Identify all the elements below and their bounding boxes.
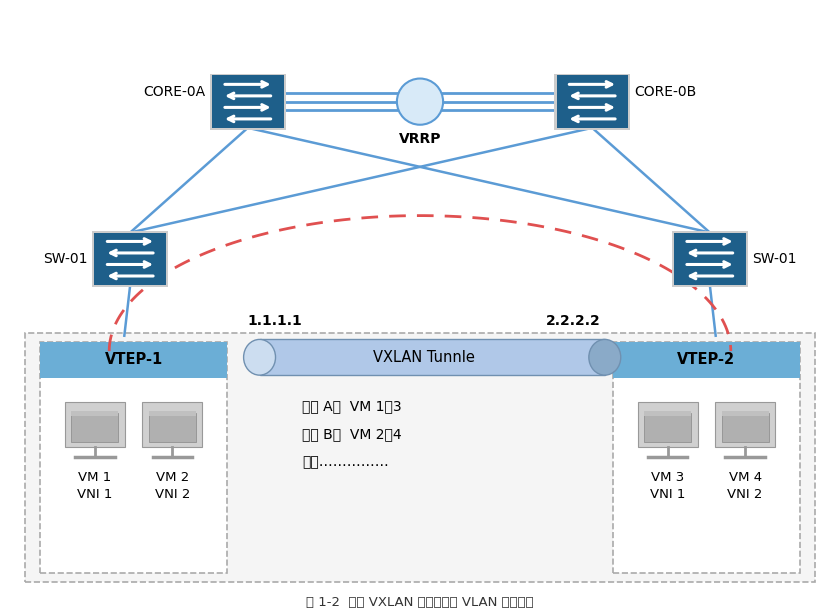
Ellipse shape — [397, 78, 444, 124]
FancyBboxPatch shape — [71, 411, 118, 416]
FancyBboxPatch shape — [672, 230, 748, 286]
FancyBboxPatch shape — [644, 413, 691, 442]
FancyBboxPatch shape — [65, 402, 125, 447]
FancyBboxPatch shape — [142, 402, 202, 447]
Text: VXLAN Tunnle: VXLAN Tunnle — [373, 350, 475, 365]
FancyBboxPatch shape — [149, 413, 196, 442]
Text: VNI 2: VNI 2 — [727, 488, 763, 501]
FancyBboxPatch shape — [613, 342, 800, 573]
FancyBboxPatch shape — [554, 74, 630, 129]
Text: VNI 2: VNI 2 — [155, 488, 190, 501]
FancyBboxPatch shape — [644, 411, 691, 416]
Text: VNI 1: VNI 1 — [650, 488, 685, 501]
FancyBboxPatch shape — [613, 342, 800, 378]
Text: VTEP-2: VTEP-2 — [677, 352, 736, 367]
FancyBboxPatch shape — [722, 413, 769, 442]
Text: VRRP: VRRP — [399, 132, 441, 147]
Ellipse shape — [244, 339, 276, 375]
Text: CORE-0B: CORE-0B — [635, 86, 697, 99]
Text: VM 3: VM 3 — [651, 471, 685, 484]
FancyBboxPatch shape — [675, 232, 746, 285]
Text: 2.2.2.2: 2.2.2.2 — [546, 314, 601, 328]
Text: 客户 A：  VM 1、3: 客户 A： VM 1、3 — [302, 400, 402, 413]
FancyBboxPatch shape — [40, 342, 227, 573]
FancyBboxPatch shape — [40, 342, 227, 378]
Text: 图 1-2  使用 VXLAN 后突破传统 VLAN 数量限制: 图 1-2 使用 VXLAN 后突破传统 VLAN 数量限制 — [307, 596, 533, 609]
Text: CORE-0A: CORE-0A — [144, 86, 206, 99]
Text: VM 1: VM 1 — [78, 471, 112, 484]
FancyBboxPatch shape — [722, 411, 769, 416]
Text: 客户……………: 客户…………… — [302, 455, 389, 469]
Text: VM 2: VM 2 — [155, 471, 189, 484]
Text: 客户 B：  VM 2、4: 客户 B： VM 2、4 — [302, 428, 402, 441]
FancyBboxPatch shape — [210, 74, 286, 129]
Ellipse shape — [589, 339, 621, 375]
FancyBboxPatch shape — [260, 339, 605, 375]
FancyBboxPatch shape — [25, 333, 815, 582]
Text: VTEP-1: VTEP-1 — [104, 352, 163, 367]
Text: SW-01: SW-01 — [44, 252, 87, 265]
FancyBboxPatch shape — [71, 413, 118, 442]
Text: VNI 1: VNI 1 — [77, 488, 113, 501]
FancyBboxPatch shape — [149, 411, 196, 416]
FancyBboxPatch shape — [212, 76, 284, 128]
FancyBboxPatch shape — [94, 232, 166, 285]
FancyBboxPatch shape — [638, 402, 698, 447]
Text: 1.1.1.1: 1.1.1.1 — [248, 314, 302, 328]
Text: SW-01: SW-01 — [753, 252, 796, 265]
Text: VM 4: VM 4 — [728, 471, 762, 484]
FancyBboxPatch shape — [715, 402, 775, 447]
FancyBboxPatch shape — [557, 76, 628, 128]
FancyBboxPatch shape — [92, 230, 169, 286]
